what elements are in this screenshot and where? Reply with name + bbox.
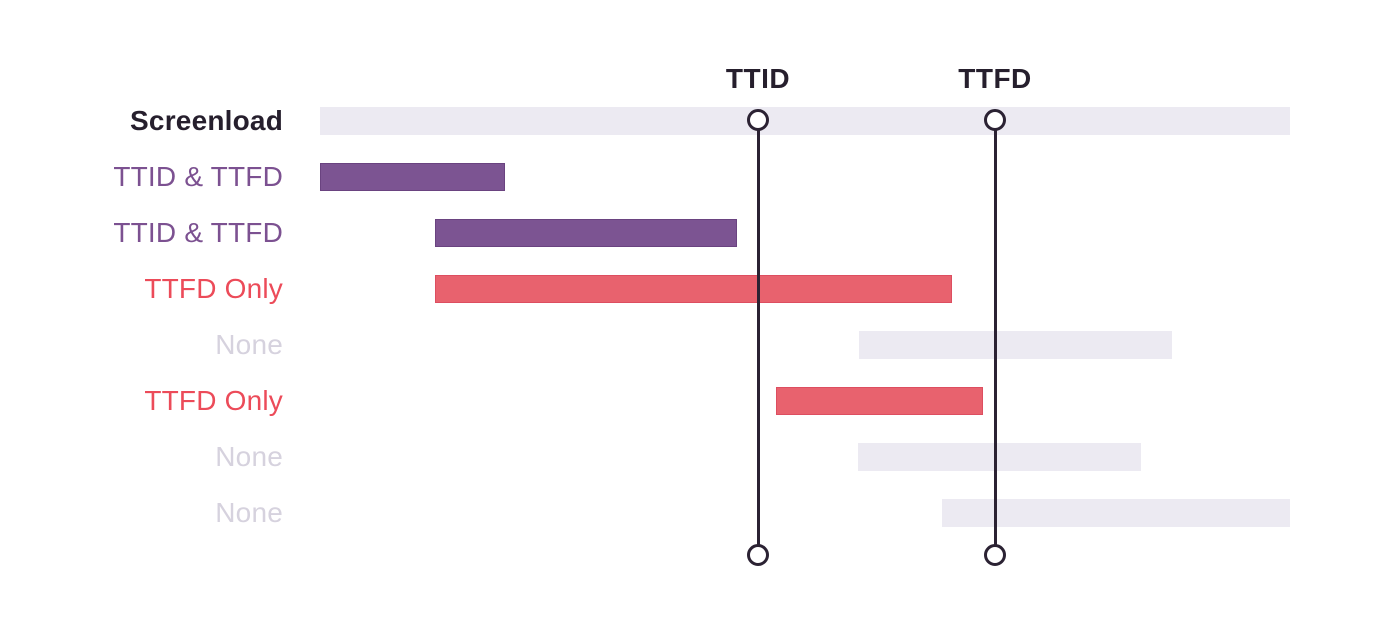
span-bar-ttfd_only bbox=[435, 275, 952, 303]
marker-circle-top-ttfd bbox=[984, 109, 1006, 131]
span-bar-none bbox=[859, 331, 1172, 359]
row-label-ttid_ttfd: TTID & TTFD bbox=[113, 217, 283, 248]
span-bar-ttid_ttfd bbox=[435, 219, 737, 247]
row-label-none: None bbox=[215, 497, 283, 528]
span-bar-ttid_ttfd bbox=[320, 163, 505, 191]
marker-line-ttid bbox=[756, 120, 760, 555]
span-bar-ttfd_only bbox=[776, 387, 983, 415]
row-label-none: None bbox=[215, 441, 283, 472]
row-label-none: None bbox=[215, 329, 283, 360]
span-bar-none bbox=[942, 499, 1290, 527]
marker-label-ttfd: TTFD bbox=[958, 63, 1032, 94]
marker-circle-bottom-ttfd bbox=[984, 544, 1006, 566]
row-label-ttfd_only: TTFD Only bbox=[144, 385, 283, 416]
marker-label-ttid: TTID bbox=[725, 63, 791, 94]
row-label-ttid_ttfd: TTID & TTFD bbox=[113, 161, 283, 192]
marker-line-ttfd bbox=[993, 120, 997, 555]
marker-circle-bottom-ttid bbox=[747, 544, 769, 566]
row-label-screenload: Screenload bbox=[130, 105, 283, 136]
span-bar-screenload bbox=[320, 107, 1290, 135]
row-label-ttfd_only: TTFD Only bbox=[144, 273, 283, 304]
span-bar-none bbox=[858, 443, 1141, 471]
marker-circle-top-ttid bbox=[747, 109, 769, 131]
